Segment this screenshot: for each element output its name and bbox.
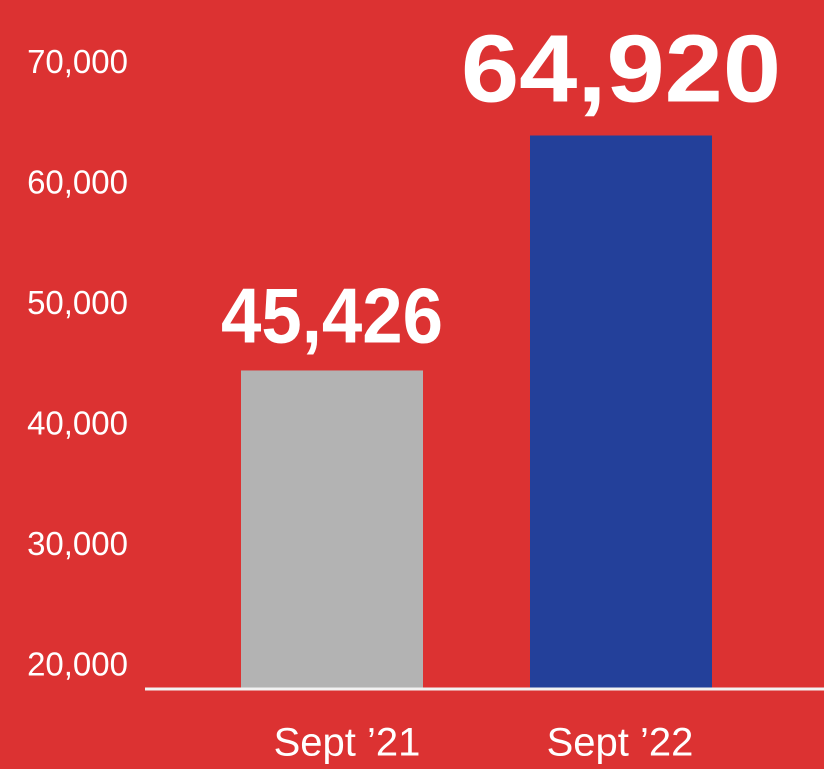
y-tick-label: 20,000 xyxy=(27,646,128,683)
bar xyxy=(241,370,423,689)
x-tick-label: Sept ’22 xyxy=(547,721,694,765)
value-label: 64,920 xyxy=(461,15,781,122)
y-tick-label: 50,000 xyxy=(27,284,128,321)
y-tick-label: 60,000 xyxy=(27,164,128,201)
y-tick-label: 30,000 xyxy=(27,525,128,562)
value-label: 45,426 xyxy=(221,272,443,360)
x-tick-label: Sept ’21 xyxy=(274,721,421,765)
bar xyxy=(530,135,712,689)
y-tick-label: 40,000 xyxy=(27,405,128,442)
y-tick-label: 70,000 xyxy=(27,43,128,80)
